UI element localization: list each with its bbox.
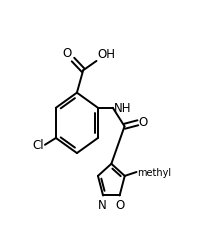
- Text: NH: NH: [114, 102, 131, 115]
- Text: O: O: [116, 199, 125, 212]
- Text: O: O: [62, 46, 72, 59]
- Text: OH: OH: [97, 48, 115, 61]
- Text: Cl: Cl: [33, 139, 44, 152]
- Text: N: N: [98, 199, 107, 212]
- Text: O: O: [139, 116, 148, 129]
- Text: methyl: methyl: [137, 167, 171, 177]
